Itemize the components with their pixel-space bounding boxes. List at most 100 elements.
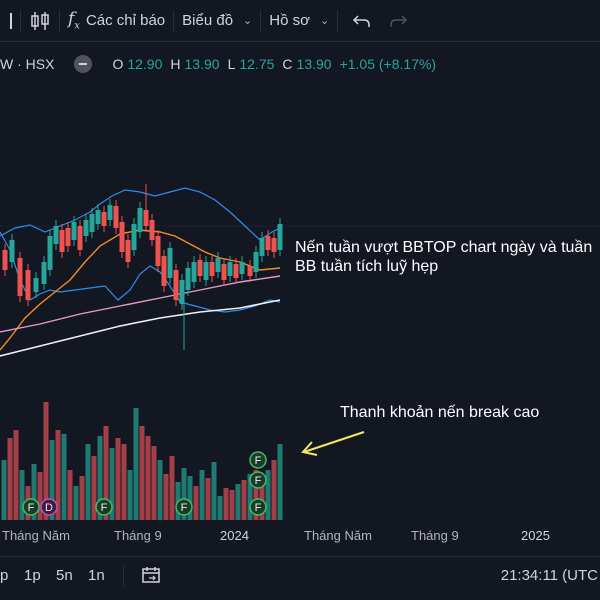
volume-bar — [85, 444, 91, 520]
volume-bar — [127, 470, 133, 520]
indicators-button[interactable]: fx Các chỉ báo — [60, 0, 173, 42]
volume-bars — [1, 402, 283, 520]
candle-body — [143, 210, 149, 226]
volume-bar — [187, 476, 193, 520]
low-key: L — [227, 56, 236, 72]
candle-body — [137, 208, 143, 232]
chart-menu-label: Biểu đồ — [182, 12, 234, 29]
candle-body — [119, 222, 125, 252]
candle-body — [95, 210, 101, 224]
candle-body — [221, 264, 227, 280]
volume-bar — [157, 460, 163, 520]
candles — [2, 184, 283, 350]
candle-body — [185, 268, 191, 290]
date-range-icon[interactable] — [141, 565, 161, 585]
profile-menu-button[interactable]: Hồ sơ ⌄ — [261, 0, 337, 42]
separator — [260, 9, 262, 32]
candle-body — [253, 252, 259, 272]
candle-body — [89, 214, 95, 232]
redo-icon — [390, 14, 408, 27]
range-button[interactable]: p — [0, 567, 9, 584]
volume-bar — [115, 438, 121, 520]
bollinger-lower-line — [0, 231, 281, 313]
high-key: H — [170, 56, 181, 72]
annotation-breakout: Nến tuần vượt BBTOP chart ngày và tuần B… — [295, 238, 592, 276]
redo-button[interactable] — [380, 0, 416, 42]
close-key: C — [282, 56, 293, 72]
range-button[interactable]: 1n — [88, 567, 105, 584]
candle-body — [25, 270, 31, 300]
candle-body — [215, 258, 221, 272]
clock-readout[interactable]: 21:34:11 (UTC — [500, 567, 598, 584]
moving-average-orange — [0, 229, 281, 351]
volume-bar — [91, 456, 97, 520]
candle-body — [59, 230, 65, 252]
separator — [123, 565, 124, 587]
volume-bar — [121, 444, 127, 520]
candle-body — [107, 205, 113, 220]
volume-bar — [67, 470, 73, 520]
separator — [337, 9, 339, 32]
event-marker — [249, 498, 267, 516]
candle-body — [247, 266, 253, 276]
undo-button[interactable] — [338, 0, 380, 42]
range-button[interactable]: 5n — [56, 567, 73, 584]
moving-average-white — [0, 299, 281, 357]
event-marker — [175, 498, 193, 516]
high-value: 13.90 — [184, 56, 220, 72]
time-label: 2025 — [521, 528, 550, 543]
volume-bar — [253, 470, 259, 520]
candle-body — [227, 262, 233, 276]
volume-bar — [259, 478, 265, 520]
event-marker — [249, 471, 267, 489]
time-axis[interactable]: Tháng Năm Tháng 9 2024 Tháng Năm Tháng 9… — [0, 524, 600, 548]
candle-body — [277, 224, 283, 250]
candle-body — [9, 240, 15, 262]
volume-bar — [247, 474, 253, 520]
chart-menu-button[interactable]: Biểu đồ ⌄ — [174, 0, 260, 42]
moving-average-pink — [0, 275, 281, 333]
volume-arrow — [301, 431, 365, 456]
candle-body — [233, 264, 239, 278]
menu-edge-icon — [0, 12, 12, 29]
candle-body — [203, 262, 209, 280]
annotation-line-2: BB tuần tích luỹ hẹp — [295, 258, 439, 275]
candle-body — [83, 220, 89, 236]
event-marker-label: F — [101, 502, 108, 514]
volume-bar — [1, 460, 7, 520]
volume-bar — [37, 472, 43, 520]
event-marker-label: F — [255, 475, 262, 487]
candle-body — [179, 280, 185, 304]
top-toolbar: fx Các chỉ báo Biểu đồ ⌄ Hồ sơ ⌄ — [0, 0, 600, 42]
candle-body — [271, 238, 277, 252]
event-marker-label: F — [255, 455, 262, 467]
close-value: 13.90 — [296, 56, 332, 72]
event-marker-label: F — [28, 502, 35, 514]
volume-bar — [109, 448, 115, 520]
volume-bar — [13, 430, 19, 520]
time-label: Tháng Năm — [304, 528, 372, 543]
event-marker-label: F — [181, 502, 188, 514]
event-marker-label: F — [255, 502, 262, 514]
candle-body — [131, 224, 137, 250]
candles-style-button[interactable] — [21, 0, 59, 42]
volume-bar — [205, 478, 211, 520]
candle-body — [113, 206, 119, 228]
separator — [20, 9, 21, 32]
profile-menu-label: Hồ sơ — [269, 12, 310, 29]
volume-bar — [133, 408, 139, 520]
chevron-down-icon: ⌄ — [319, 15, 330, 27]
hide-legend-icon[interactable] — [74, 55, 93, 73]
candle-body — [161, 256, 167, 286]
change-value: +1.05 (+8.17%) — [339, 56, 437, 72]
chart-type-button[interactable] — [0, 0, 20, 42]
symbol-legend: W · HSX O 12.90 H 13.90 L 12.75 C 13.90 +1.0… — [0, 52, 440, 76]
symbol-name[interactable]: W · HSX — [0, 56, 55, 72]
volume-bar — [49, 440, 55, 520]
volume-bar — [61, 434, 67, 520]
volume-bar — [43, 402, 49, 520]
candle-body — [167, 248, 173, 278]
range-button[interactable]: 1p — [24, 567, 41, 584]
